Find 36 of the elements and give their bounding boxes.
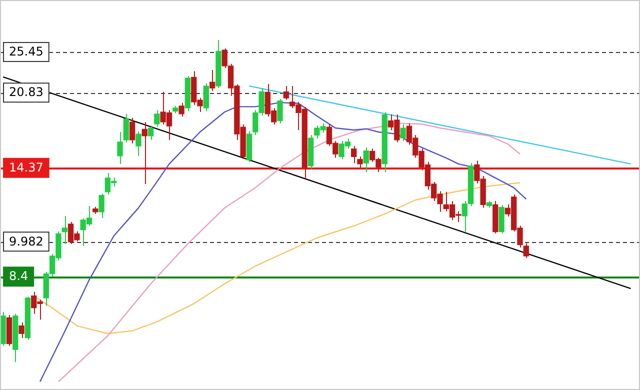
- candlestick: [6, 314, 12, 346]
- candlestick: [492, 200, 498, 234]
- candlestick: [18, 322, 24, 339]
- candlestick: [498, 204, 504, 234]
- candlestick: [246, 130, 252, 162]
- candlestick: [382, 112, 388, 172]
- candlestick: [117, 131, 123, 164]
- candlestick: [400, 124, 406, 142]
- candlestick: [154, 110, 160, 128]
- candlestick: [136, 130, 142, 156]
- candlestick: [129, 117, 136, 144]
- candlestick: [351, 146, 357, 164]
- candlestick: [209, 69, 216, 92]
- candlestick: [172, 105, 178, 114]
- y-tick-label: 8.4: [8, 269, 28, 284]
- candlestick: [12, 313, 18, 363]
- candlestick: [357, 156, 363, 169]
- y-tick-label: 9.982: [8, 234, 44, 248]
- y-tick-label: 14.37: [8, 160, 44, 174]
- candlestick: [123, 113, 129, 143]
- candlestick: [148, 125, 154, 140]
- candlestick: [62, 215, 68, 244]
- candlestick: [308, 134, 314, 170]
- candlestick: [203, 82, 209, 112]
- candlestick: [523, 242, 529, 258]
- candlestick: [184, 76, 191, 112]
- y-tick-label: 20.83: [8, 85, 44, 100]
- candlestick: [178, 102, 184, 118]
- candlestick: [216, 40, 222, 89]
- candlestick: [142, 121, 148, 184]
- candlestick: [283, 86, 289, 100]
- y-tick-label: 25.45: [8, 44, 44, 59]
- candlestick: [98, 193, 104, 218]
- candlestick: [363, 146, 369, 172]
- candlestick: [24, 296, 31, 340]
- candlestick: [277, 98, 283, 124]
